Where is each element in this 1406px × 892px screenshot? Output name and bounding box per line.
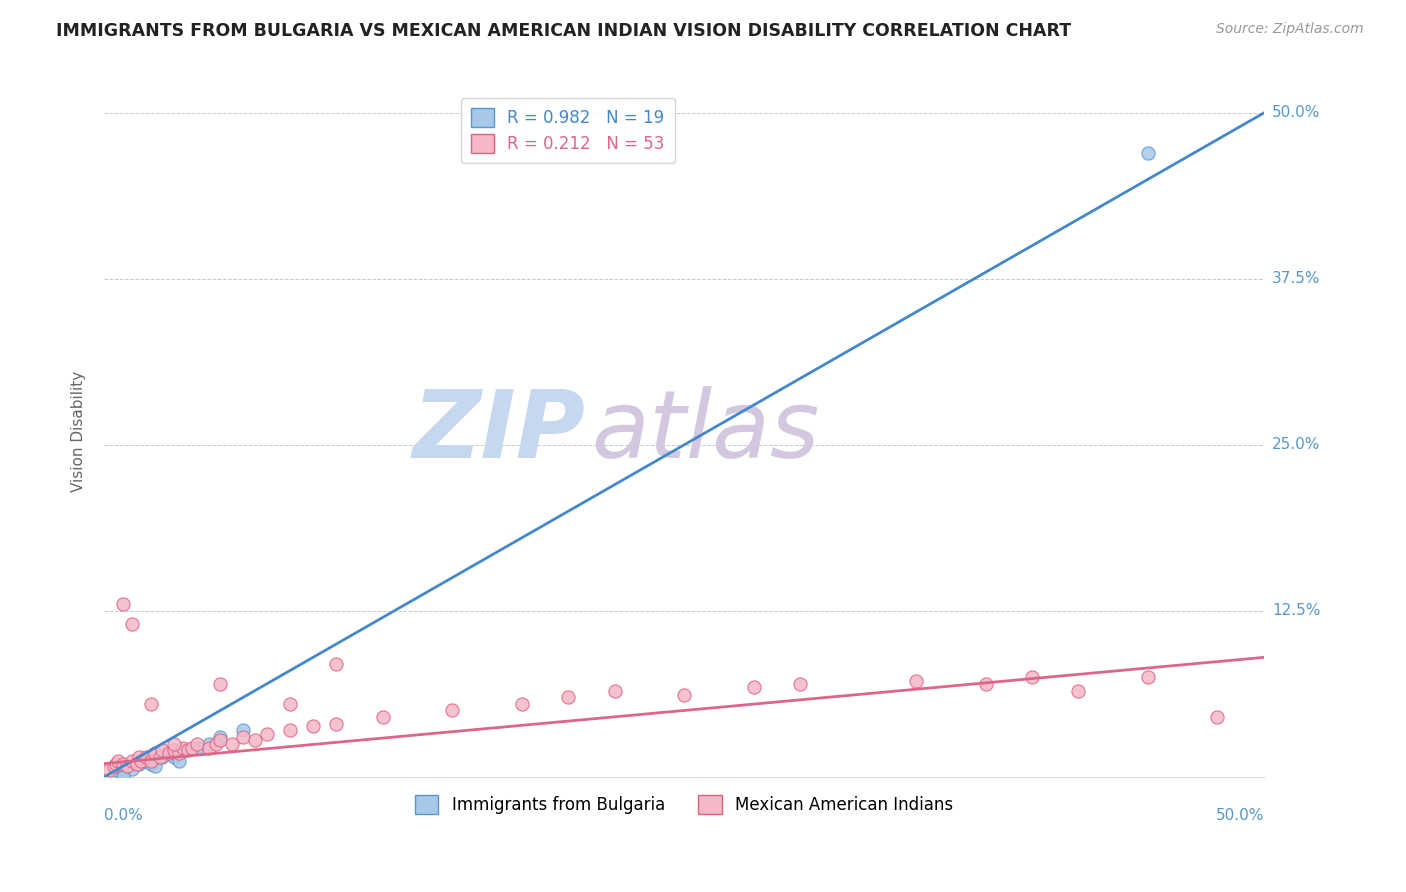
Point <box>128 750 150 764</box>
Point <box>325 657 347 671</box>
Point <box>174 743 197 757</box>
Point <box>510 697 533 711</box>
Text: 12.5%: 12.5% <box>1272 603 1320 618</box>
Point <box>278 697 301 711</box>
Point <box>163 750 186 764</box>
Point <box>135 750 157 764</box>
Text: ZIP: ZIP <box>412 385 585 477</box>
Point <box>181 740 204 755</box>
Point <box>904 674 927 689</box>
Point <box>557 690 579 705</box>
Text: Source: ZipAtlas.com: Source: ZipAtlas.com <box>1216 22 1364 37</box>
Point <box>1067 683 1090 698</box>
Point <box>139 697 162 711</box>
Point <box>789 677 811 691</box>
Point <box>150 743 173 757</box>
Point <box>186 740 208 755</box>
Text: IMMIGRANTS FROM BULGARIA VS MEXICAN AMERICAN INDIAN VISION DISABILITY CORRELATIO: IMMIGRANTS FROM BULGARIA VS MEXICAN AMER… <box>56 22 1071 40</box>
Point <box>121 617 143 632</box>
Point <box>441 703 464 717</box>
Point <box>209 732 232 747</box>
Point <box>186 737 208 751</box>
Point <box>107 754 129 768</box>
Point <box>125 756 148 771</box>
Point <box>673 688 696 702</box>
Point <box>117 759 139 773</box>
Point <box>172 740 194 755</box>
Point <box>157 746 180 760</box>
Point <box>371 710 394 724</box>
Text: 0.0%: 0.0% <box>104 808 143 823</box>
Point <box>143 759 166 773</box>
Point <box>603 683 626 698</box>
Point <box>204 737 226 751</box>
Point <box>1206 710 1229 724</box>
Point <box>104 763 127 777</box>
Point <box>111 756 134 771</box>
Point <box>104 756 127 771</box>
Point <box>139 756 162 771</box>
Y-axis label: Vision Disability: Vision Disability <box>72 371 86 492</box>
Point <box>974 677 997 691</box>
Text: 37.5%: 37.5% <box>1272 271 1320 286</box>
Text: 50.0%: 50.0% <box>1216 808 1264 823</box>
Point <box>177 743 200 757</box>
Point <box>117 759 139 773</box>
Point <box>111 765 134 780</box>
Point <box>163 737 186 751</box>
Text: atlas: atlas <box>592 386 820 477</box>
Point <box>157 746 180 760</box>
Point <box>111 770 134 784</box>
Point <box>1136 145 1159 160</box>
Point <box>325 716 347 731</box>
Text: 25.0%: 25.0% <box>1272 437 1320 452</box>
Point <box>197 740 219 755</box>
Point <box>150 750 173 764</box>
Point <box>1136 670 1159 684</box>
Point <box>139 754 162 768</box>
Legend: Immigrants from Bulgaria, Mexican American Indians: Immigrants from Bulgaria, Mexican Americ… <box>405 785 963 824</box>
Point <box>742 680 765 694</box>
Point <box>167 746 190 760</box>
Point <box>278 723 301 738</box>
Point <box>143 746 166 760</box>
Point <box>232 723 254 738</box>
Point <box>232 730 254 744</box>
Point <box>221 737 243 751</box>
Point <box>121 754 143 768</box>
Point <box>167 754 190 768</box>
Point <box>209 730 232 744</box>
Point <box>103 759 125 773</box>
Point <box>1021 670 1043 684</box>
Point <box>149 750 172 764</box>
Point <box>256 727 278 741</box>
Point <box>111 597 134 611</box>
Point <box>302 719 325 733</box>
Point <box>163 743 186 757</box>
Point <box>243 732 266 747</box>
Point <box>97 763 120 777</box>
Point <box>121 762 143 776</box>
Point <box>209 677 232 691</box>
Text: 50.0%: 50.0% <box>1272 105 1320 120</box>
Point <box>131 754 153 768</box>
Point <box>135 754 157 768</box>
Point <box>128 756 150 771</box>
Point <box>197 737 219 751</box>
